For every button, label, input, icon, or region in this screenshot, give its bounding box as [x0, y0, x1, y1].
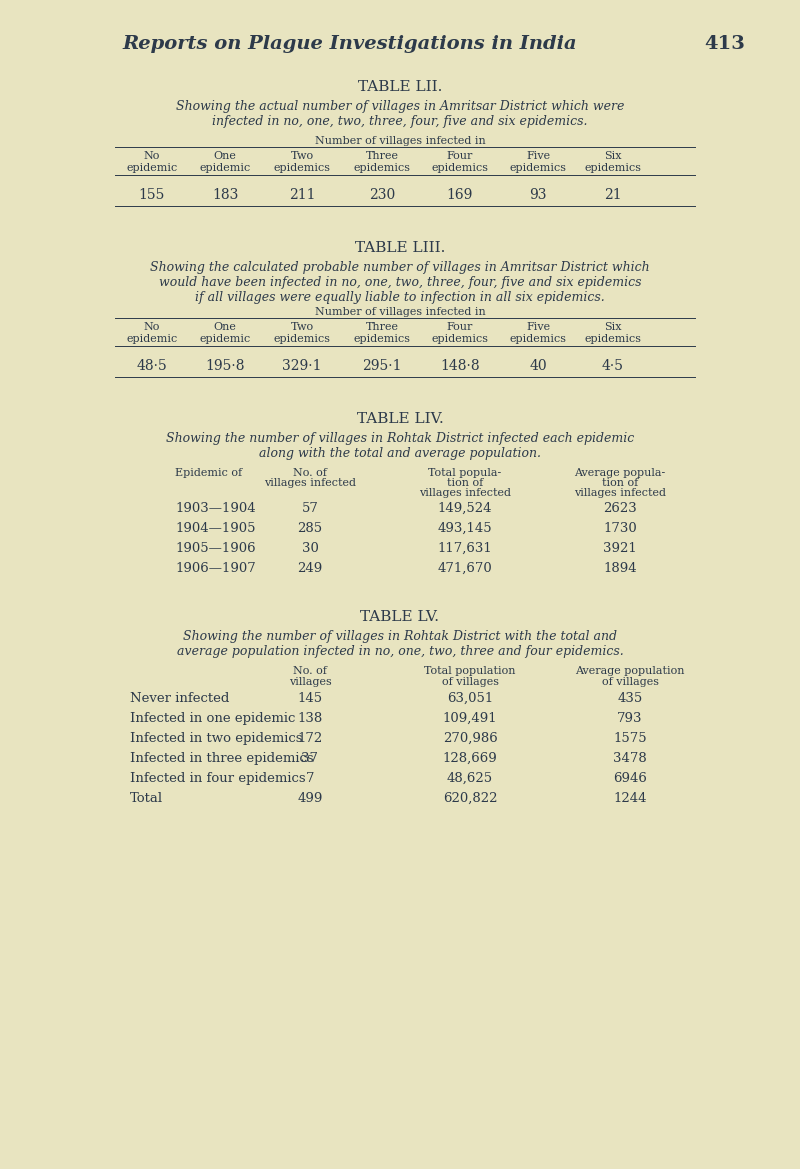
Text: 93: 93	[530, 188, 546, 202]
Text: Infected in two epidemics: Infected in two epidemics	[130, 732, 302, 745]
Text: Showing the actual number of villages in Amritsar District which were
infected i: Showing the actual number of villages in…	[176, 101, 624, 127]
Text: 183: 183	[212, 188, 238, 202]
Text: Total: Total	[130, 793, 163, 805]
Text: Total population: Total population	[424, 666, 516, 676]
Text: 1906—1907: 1906—1907	[175, 562, 256, 575]
Text: villages infected: villages infected	[264, 478, 356, 487]
Text: tion of: tion of	[602, 478, 638, 487]
Text: 21: 21	[604, 188, 622, 202]
Text: 195·8: 195·8	[206, 359, 245, 373]
Text: 1575: 1575	[613, 732, 647, 745]
Text: No. of: No. of	[293, 468, 327, 478]
Text: Six
epidemics: Six epidemics	[585, 321, 642, 344]
Text: 155: 155	[139, 188, 165, 202]
Text: 2623: 2623	[603, 502, 637, 516]
Text: 211: 211	[289, 188, 315, 202]
Text: 230: 230	[369, 188, 395, 202]
Text: Three
epidemics: Three epidemics	[354, 151, 410, 173]
Text: 148·8: 148·8	[440, 359, 480, 373]
Text: Two
epidemics: Two epidemics	[274, 321, 330, 344]
Text: 128,669: 128,669	[442, 752, 498, 765]
Text: Two
epidemics: Two epidemics	[274, 151, 330, 173]
Text: 793: 793	[618, 712, 642, 725]
Text: 109,491: 109,491	[442, 712, 498, 725]
Text: Average population: Average population	[575, 666, 685, 676]
Text: Average popula-: Average popula-	[574, 468, 666, 478]
Text: 1904—1905: 1904—1905	[175, 523, 255, 535]
Text: of villages: of villages	[602, 677, 658, 687]
Text: Reports on Plague Investigations in India: Reports on Plague Investigations in Indi…	[122, 35, 578, 53]
Text: villages infected: villages infected	[574, 487, 666, 498]
Text: 57: 57	[302, 502, 318, 516]
Text: 270,986: 270,986	[442, 732, 498, 745]
Text: 499: 499	[298, 793, 322, 805]
Text: 1905—1906: 1905—1906	[175, 542, 256, 555]
Text: 63,051: 63,051	[447, 692, 493, 705]
Text: Infected in four epidemics: Infected in four epidemics	[130, 772, 306, 786]
Text: Showing the number of villages in Rohtak District with the total and
average pop: Showing the number of villages in Rohtak…	[177, 630, 623, 658]
Text: Infected in one epidemic: Infected in one epidemic	[130, 712, 295, 725]
Text: 172: 172	[298, 732, 322, 745]
Text: tion of: tion of	[447, 478, 483, 487]
Text: Number of villages infected in: Number of villages infected in	[314, 307, 486, 317]
Text: No
epidemic: No epidemic	[126, 321, 178, 344]
Text: 149,524: 149,524	[438, 502, 492, 516]
Text: of villages: of villages	[442, 677, 498, 687]
Text: Four
epidemics: Four epidemics	[431, 321, 489, 344]
Text: Infected in three epidemics: Infected in three epidemics	[130, 752, 314, 765]
Text: 4·5: 4·5	[602, 359, 624, 373]
Text: One
epidemic: One epidemic	[199, 321, 250, 344]
Text: 40: 40	[529, 359, 547, 373]
Text: 7: 7	[306, 772, 314, 786]
Text: Five
epidemics: Five epidemics	[510, 321, 566, 344]
Text: 620,822: 620,822	[442, 793, 498, 805]
Text: villages infected: villages infected	[419, 487, 511, 498]
Text: TABLE LII.: TABLE LII.	[358, 79, 442, 94]
Text: Showing the number of villages in Rohtak District infected each epidemic
along w: Showing the number of villages in Rohtak…	[166, 433, 634, 459]
Text: 138: 138	[298, 712, 322, 725]
Text: Six
epidemics: Six epidemics	[585, 151, 642, 173]
Text: 3921: 3921	[603, 542, 637, 555]
Text: 413: 413	[705, 35, 746, 53]
Text: 169: 169	[447, 188, 473, 202]
Text: 145: 145	[298, 692, 322, 705]
Text: villages: villages	[289, 677, 331, 687]
Text: TABLE LV.: TABLE LV.	[361, 610, 439, 624]
Text: Epidemic of: Epidemic of	[175, 468, 242, 478]
Text: 249: 249	[298, 562, 322, 575]
Text: 37: 37	[302, 752, 318, 765]
Text: No
epidemic: No epidemic	[126, 151, 178, 173]
Text: 117,631: 117,631	[438, 542, 492, 555]
Text: 48,625: 48,625	[447, 772, 493, 786]
Text: 1903—1904: 1903—1904	[175, 502, 256, 516]
Text: 435: 435	[618, 692, 642, 705]
Text: Four
epidemics: Four epidemics	[431, 151, 489, 173]
Text: Number of villages infected in: Number of villages infected in	[314, 136, 486, 146]
Text: 3478: 3478	[613, 752, 647, 765]
Text: Never infected: Never infected	[130, 692, 230, 705]
Text: 285: 285	[298, 523, 322, 535]
Text: TABLE LIII.: TABLE LIII.	[355, 241, 445, 255]
Text: 329·1: 329·1	[282, 359, 322, 373]
Text: Showing the calculated probable number of villages in Amritsar District which
wo: Showing the calculated probable number o…	[150, 261, 650, 304]
Text: Five
epidemics: Five epidemics	[510, 151, 566, 173]
Text: 295·1: 295·1	[362, 359, 402, 373]
Text: One
epidemic: One epidemic	[199, 151, 250, 173]
Text: TABLE LIV.: TABLE LIV.	[357, 411, 443, 426]
Text: 1894: 1894	[603, 562, 637, 575]
Text: 6946: 6946	[613, 772, 647, 786]
Text: No. of: No. of	[293, 666, 327, 676]
Text: Three
epidemics: Three epidemics	[354, 321, 410, 344]
Text: 493,145: 493,145	[438, 523, 492, 535]
Text: 30: 30	[302, 542, 318, 555]
Text: 48·5: 48·5	[137, 359, 167, 373]
Text: 1730: 1730	[603, 523, 637, 535]
Text: Total popula-: Total popula-	[428, 468, 502, 478]
Text: 1244: 1244	[614, 793, 646, 805]
Text: 471,670: 471,670	[438, 562, 492, 575]
